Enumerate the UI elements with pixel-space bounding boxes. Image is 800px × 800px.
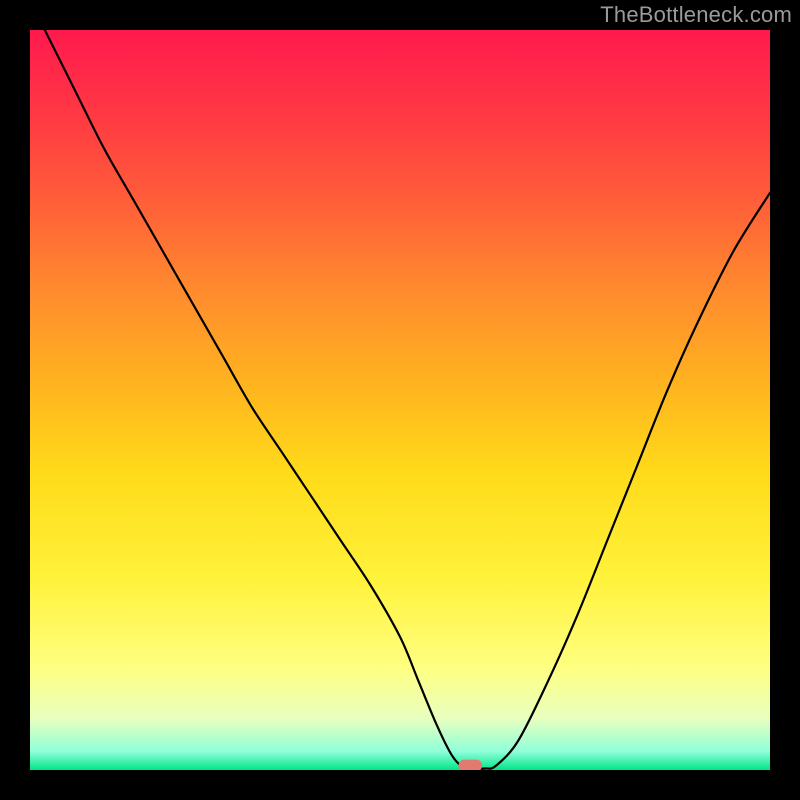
chart-frame: TheBottleneck.com bbox=[0, 0, 800, 800]
plot-area bbox=[30, 30, 770, 770]
watermark-text: TheBottleneck.com bbox=[600, 2, 792, 28]
gradient-background bbox=[30, 30, 770, 770]
chart-svg bbox=[30, 30, 770, 770]
optimal-point bbox=[458, 760, 482, 770]
